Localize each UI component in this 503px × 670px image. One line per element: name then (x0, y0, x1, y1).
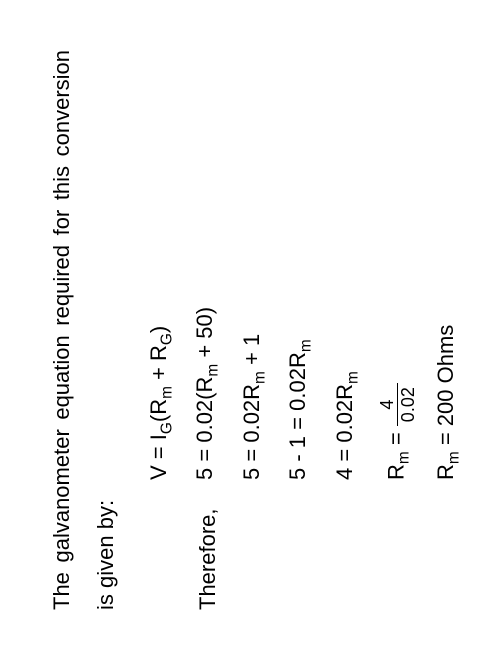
eq-Rm: R (146, 399, 171, 415)
eq-open-paren: ( (146, 415, 171, 422)
rotated-page: The galvanometer equation required for t… (0, 0, 503, 670)
equation-base: V = IG(Rm + RG) (146, 50, 176, 610)
step4-a: 0.02 (332, 400, 357, 443)
step2-lhs: 5 (239, 468, 264, 480)
step3-Rm: R (285, 352, 310, 368)
therefore-label: Therefore, (195, 480, 221, 610)
equation-step6: Rm = 200 Ohms (433, 50, 463, 610)
intro-paragraph: The galvanometer equation required for t… (40, 50, 128, 610)
eq-rhs-I: I (146, 434, 171, 440)
step4-Rm-sub: m (344, 371, 361, 384)
step1-lhs: 5 (192, 468, 217, 480)
step5-Rm-sub: m (396, 451, 413, 464)
step6-Rm: R (433, 464, 458, 480)
fraction-denominator: 0.02 (398, 383, 417, 426)
eq-sign: = (332, 443, 357, 462)
step3-Rm-sub: m (298, 339, 315, 352)
fraction: 4 0.02 (378, 383, 417, 426)
equation-step2-math: 5 = 0.02Rm + 1 (239, 334, 269, 480)
equation-step4: 4 = 0.02Rm (332, 50, 362, 610)
step3-a: 0.02 (285, 368, 310, 411)
equation-step3-math: 5 - 1 = 0.02Rm (285, 339, 315, 480)
step2-Rm-sub: m (251, 371, 268, 384)
fraction-numerator: 4 (378, 383, 398, 426)
eq-RG-sub: G (158, 333, 175, 345)
eq-sign: = (192, 443, 217, 462)
step2-c: + 1 (239, 334, 264, 371)
eq-lhs: V (146, 465, 171, 480)
equation-step4-math: 4 = 0.02Rm (332, 371, 362, 480)
step5-Rm: R (383, 464, 408, 480)
step6-rhs: 200 Ohms (433, 325, 458, 427)
equation-step1-math: 5 = 0.02(Rm + 50) (192, 307, 222, 480)
equation-step5: Rm = 4 0.02 (378, 50, 417, 610)
step4-lhs: 4 (332, 468, 357, 480)
eq-sign: = (285, 411, 310, 430)
equation-step2: 5 = 0.02Rm + 1 (239, 50, 269, 610)
eq-sign: = (146, 440, 171, 459)
step6-Rm-sub: m (445, 451, 462, 464)
equation-step5-math: Rm = 4 0.02 (378, 383, 417, 480)
eq-rhs-I-sub: G (158, 422, 175, 434)
step1-c: + 50) (192, 307, 217, 364)
equation-step6-math: Rm = 200 Ohms (433, 325, 463, 480)
eq-sign: = (239, 443, 264, 462)
eq-RG: R (146, 345, 171, 361)
step1-Rm: R (192, 377, 217, 393)
step3-lhs: 5 - 1 (285, 436, 310, 480)
step1-Rm-sub: m (205, 364, 222, 377)
step1-a: 0.02( (192, 393, 217, 443)
step4-Rm: R (332, 384, 357, 400)
step2-a: 0.02 (239, 400, 264, 443)
eq-sign: = (383, 426, 408, 445)
equation-base-math: V = IG(Rm + RG) (146, 326, 176, 480)
equation-block: V = IG(Rm + RG) Therefore, 5 = 0.02(Rm +… (146, 50, 463, 610)
eq-plus: + (146, 361, 171, 386)
eq-sign: = (433, 426, 458, 445)
equation-step3: 5 - 1 = 0.02Rm (285, 50, 315, 610)
equation-step1: Therefore, 5 = 0.02(Rm + 50) (192, 50, 222, 610)
step2-Rm: R (239, 384, 264, 400)
eq-close-paren: ) (146, 326, 171, 333)
eq-Rm-sub: m (158, 386, 175, 399)
